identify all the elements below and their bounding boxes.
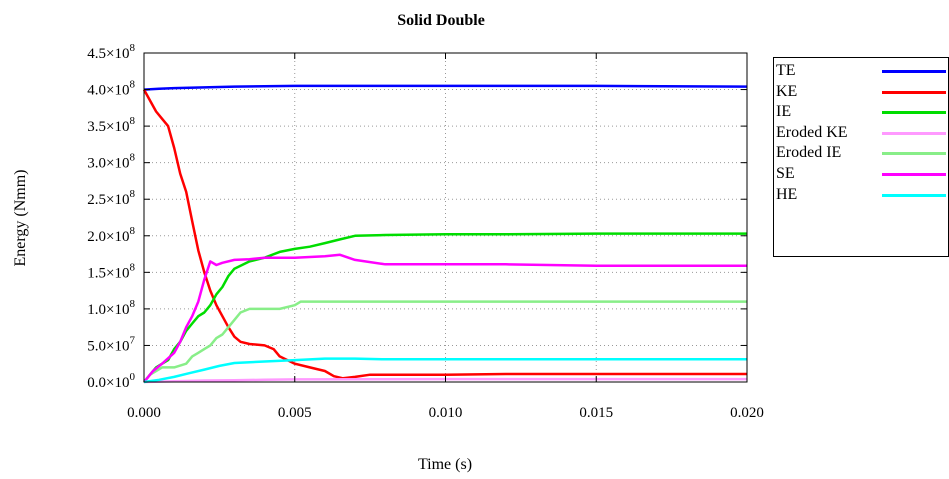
x-tick-label: 0.020 — [730, 405, 764, 421]
legend-item-se: SE — [774, 164, 949, 184]
y-tick-label: 4.0×108 — [87, 79, 135, 99]
legend-swatch — [882, 70, 946, 73]
legend-item-eroded-ke: Eroded KE — [774, 123, 949, 143]
series-line-he — [143, 357, 747, 384]
legend-label: SE — [776, 165, 795, 182]
series-line-ie — [143, 232, 747, 383]
x-axis-label: Time (s) — [418, 456, 472, 473]
x-axis: 0.000 0.005 0.010 0.015 0.020 — [127, 53, 764, 421]
y-tick-label: 2.0×108 — [87, 225, 135, 245]
legend-item-ie: IE — [774, 102, 949, 122]
legend-label: Eroded KE — [776, 123, 848, 141]
y-tick-label: 3.0×108 — [87, 152, 135, 172]
series-line-eroded-ke — [143, 377, 747, 384]
legend-item-he: HE — [774, 185, 949, 205]
legend-label: TE — [776, 62, 796, 79]
y-tick-label: 4.5×108 — [87, 42, 135, 62]
legend-item-te: TE — [774, 61, 949, 81]
y-axis: 0.0×100 5.0×107 1.0×108 1.5×108 2.0×108 2.5×1… — [87, 42, 747, 391]
legend-label: Eroded IE — [776, 144, 842, 162]
legend: TE KE IE Eroded KE Eroded IE SE HE — [773, 57, 949, 257]
series-line-te — [143, 84, 748, 91]
legend-item-ke: KE — [774, 82, 949, 102]
x-tick-label: 0.000 — [127, 405, 161, 421]
y-tick-label: 1.0×108 — [87, 298, 135, 318]
x-tick-label: 0.015 — [579, 405, 613, 421]
chart-title: Solid Double — [397, 12, 485, 29]
legend-item-eroded-ie: Eroded IE — [774, 143, 949, 163]
x-tick-label: 0.005 — [278, 405, 312, 421]
series-line-se — [143, 253, 747, 383]
legend-label: IE — [776, 103, 792, 121]
legend-swatch — [882, 152, 946, 156]
y-tick-label: 1.5×108 — [87, 261, 135, 281]
series-line-eroded-ie — [143, 300, 747, 383]
y-tick-label: 0.0×100 — [87, 371, 135, 391]
legend-label: KE — [776, 82, 798, 100]
y-tick-label: 2.5×108 — [87, 188, 135, 208]
plot-area — [142, 84, 748, 384]
legend-swatch — [882, 173, 946, 176]
series-line-ke — [142, 88, 747, 380]
legend-swatch — [882, 90, 946, 94]
legend-label: HE — [776, 185, 798, 203]
legend-swatch — [882, 193, 946, 197]
legend-swatch — [882, 131, 946, 135]
y-tick-label: 5.0×107 — [87, 334, 135, 354]
x-tick-label: 0.010 — [429, 405, 463, 421]
grid — [144, 53, 747, 382]
y-tick-label: 3.5×108 — [87, 115, 135, 135]
y-axis-label: Energy (Nmm) — [12, 169, 29, 266]
legend-swatch — [882, 111, 946, 115]
